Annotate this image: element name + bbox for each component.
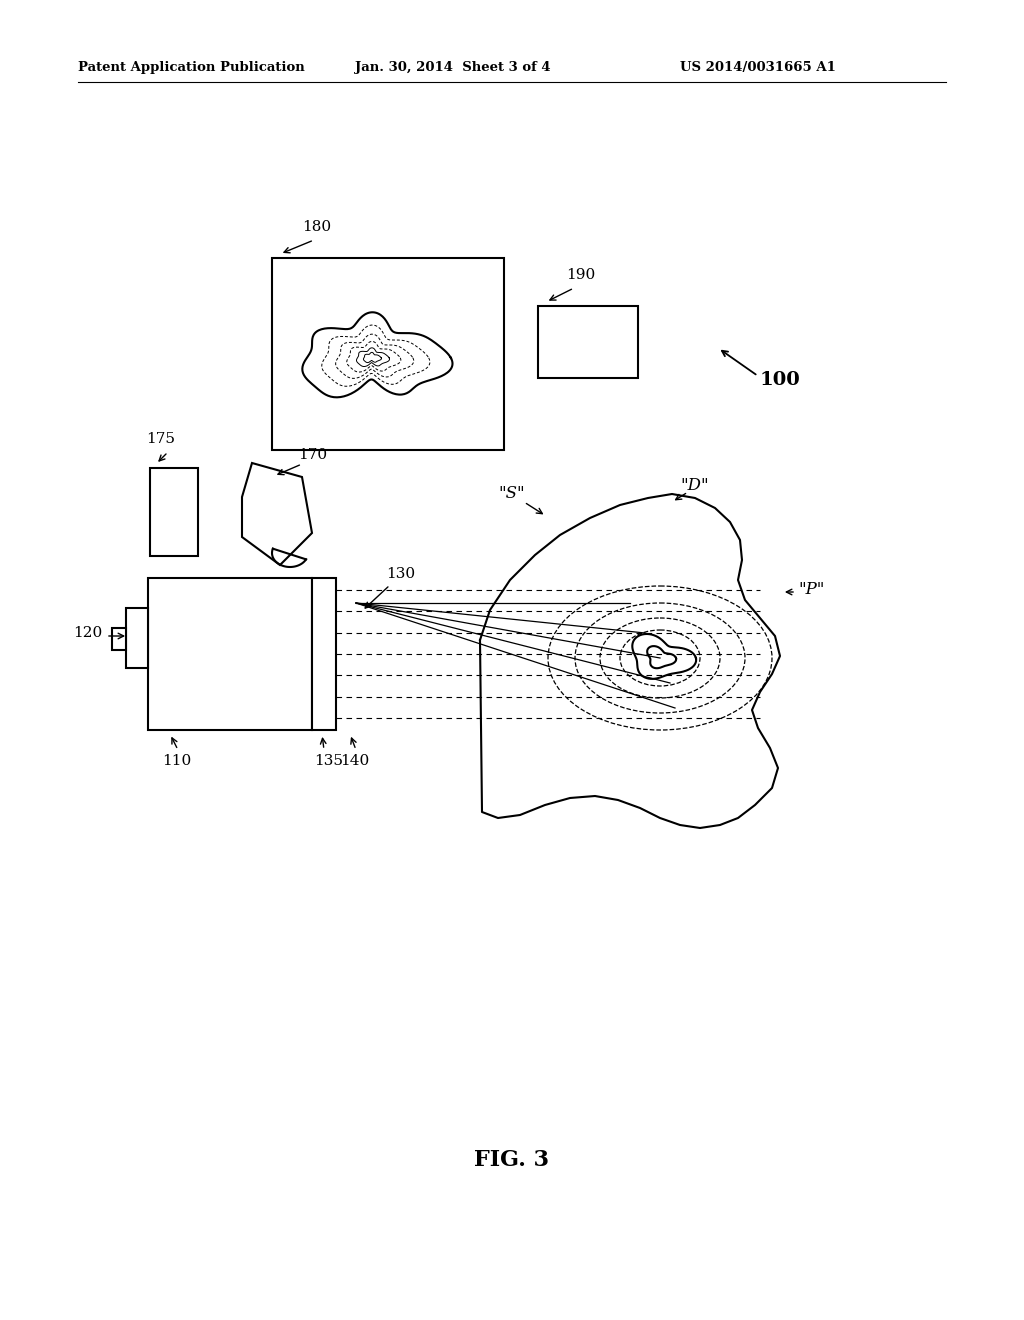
Bar	[148, 578, 312, 730]
Text: "P": "P"	[798, 582, 824, 598]
Text: "S": "S"	[499, 486, 525, 503]
Text: "D": "D"	[681, 478, 710, 495]
Text: 190: 190	[566, 268, 595, 282]
Text: 180: 180	[302, 220, 331, 234]
Text: 140: 140	[340, 754, 370, 768]
Text: 120: 120	[73, 626, 102, 640]
Text: 175: 175	[146, 432, 175, 446]
Text: FIG. 3: FIG. 3	[474, 1148, 550, 1171]
Text: 135: 135	[314, 754, 343, 768]
Text: 100: 100	[760, 371, 801, 389]
Text: 110: 110	[162, 754, 191, 768]
Bar	[272, 257, 504, 450]
Text: US 2014/0031665 A1: US 2014/0031665 A1	[680, 62, 836, 74]
Text: Jan. 30, 2014  Sheet 3 of 4: Jan. 30, 2014 Sheet 3 of 4	[355, 62, 551, 74]
Bar	[112, 628, 126, 649]
Text: Patent Application Publication: Patent Application Publication	[78, 62, 305, 74]
Bar	[150, 469, 198, 556]
Polygon shape	[242, 463, 312, 565]
Bar	[312, 578, 336, 730]
Text: 130: 130	[386, 568, 415, 581]
Text: 170: 170	[298, 447, 327, 462]
Bar	[538, 306, 638, 378]
Bar	[126, 609, 148, 668]
